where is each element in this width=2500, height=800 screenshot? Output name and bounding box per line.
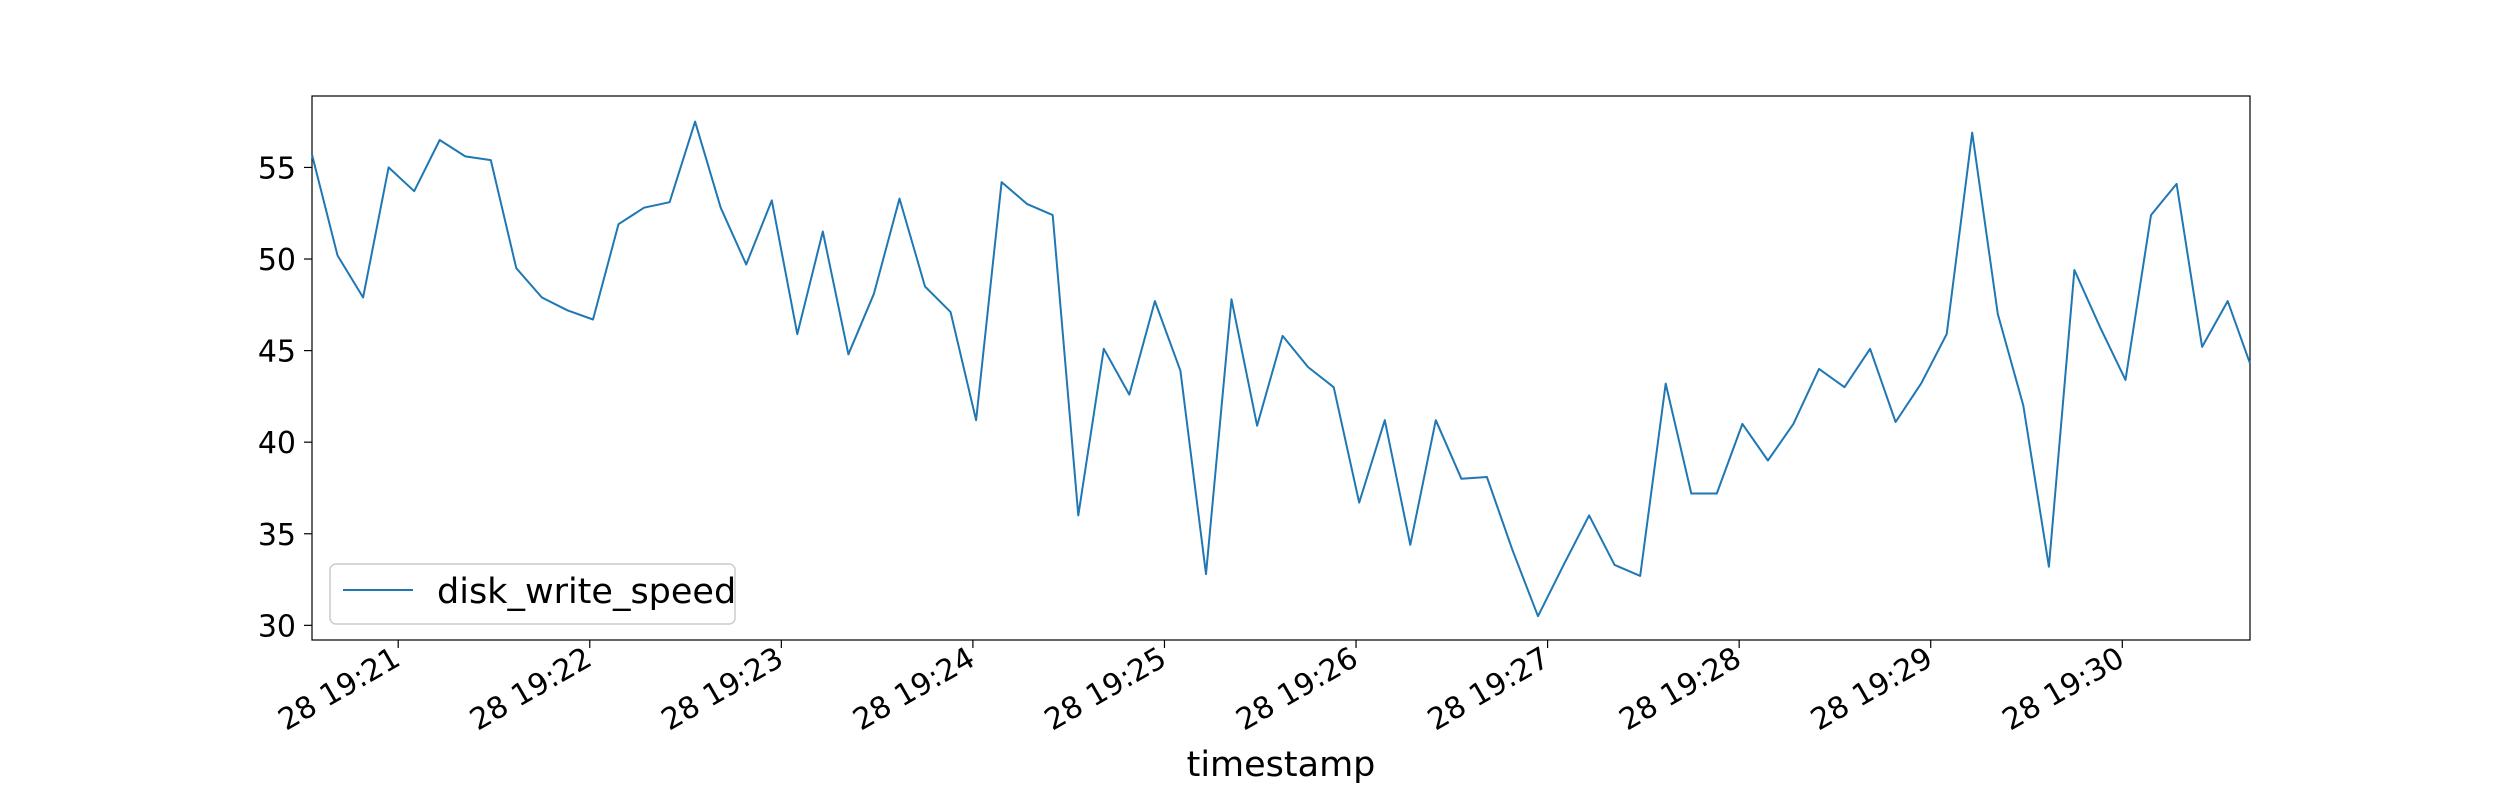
legend-box <box>329 563 736 625</box>
series-layer <box>311 120 2251 618</box>
x-axis-title: timestamp <box>1187 745 1376 785</box>
y-tick-label: 40 <box>258 426 296 461</box>
y-tick-label: 45 <box>258 335 296 370</box>
y-tick-label: 50 <box>258 243 296 278</box>
plot-area-frame <box>311 95 2251 641</box>
y-tick-label: 30 <box>258 609 296 644</box>
series-line-disk-write-speed <box>311 120 2251 618</box>
y-axis: 30 35 40 45 50 55 <box>258 151 312 644</box>
y-tick-label: 35 <box>258 518 296 553</box>
y-tick-label: 55 <box>258 151 296 186</box>
legend: disk_write_speed <box>329 563 736 625</box>
legend-label: disk_write_speed <box>437 572 736 612</box>
